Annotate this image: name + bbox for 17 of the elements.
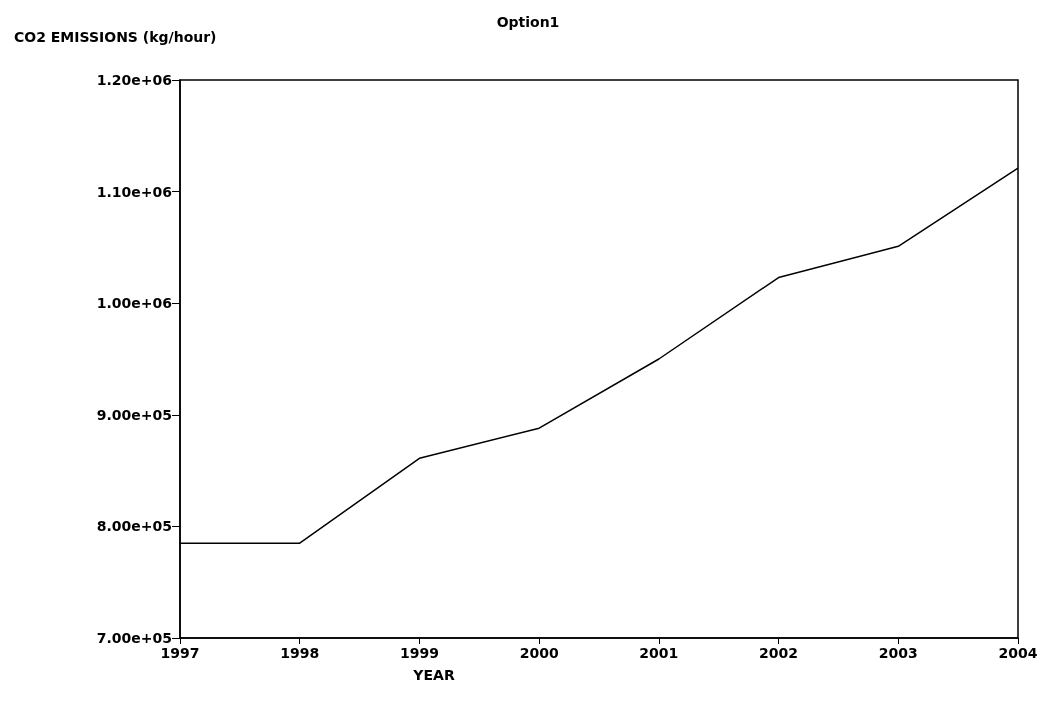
chart-title: Option1 — [496, 14, 560, 30]
y-tick-label: 9.00e+05 — [96, 406, 172, 423]
x-axis-title: YEAR — [412, 667, 455, 683]
x-tick-label: 2002 — [759, 645, 799, 661]
y-axis-title: CO2 EMISSIONS (kg/hour) — [14, 29, 217, 45]
y-tick-label: 1.20e+06 — [96, 72, 172, 88]
x-tick-label: 2000 — [519, 645, 559, 661]
x-tick-label: 1998 — [280, 645, 320, 661]
y-tick-label: 1.10e+06 — [96, 183, 172, 200]
y-tick-label: 7.00e+05 — [96, 630, 172, 646]
x-tick-label: 1997 — [160, 645, 200, 661]
y-tick-label: 1.00e+06 — [96, 295, 172, 312]
x-tick-label: 2004 — [998, 645, 1038, 661]
x-tick-label: 2001 — [639, 645, 679, 661]
x-tick-label: 1999 — [399, 645, 439, 661]
y-tick-label: 8.00e+05 — [96, 518, 172, 535]
x-tick-label: 2003 — [878, 645, 918, 661]
